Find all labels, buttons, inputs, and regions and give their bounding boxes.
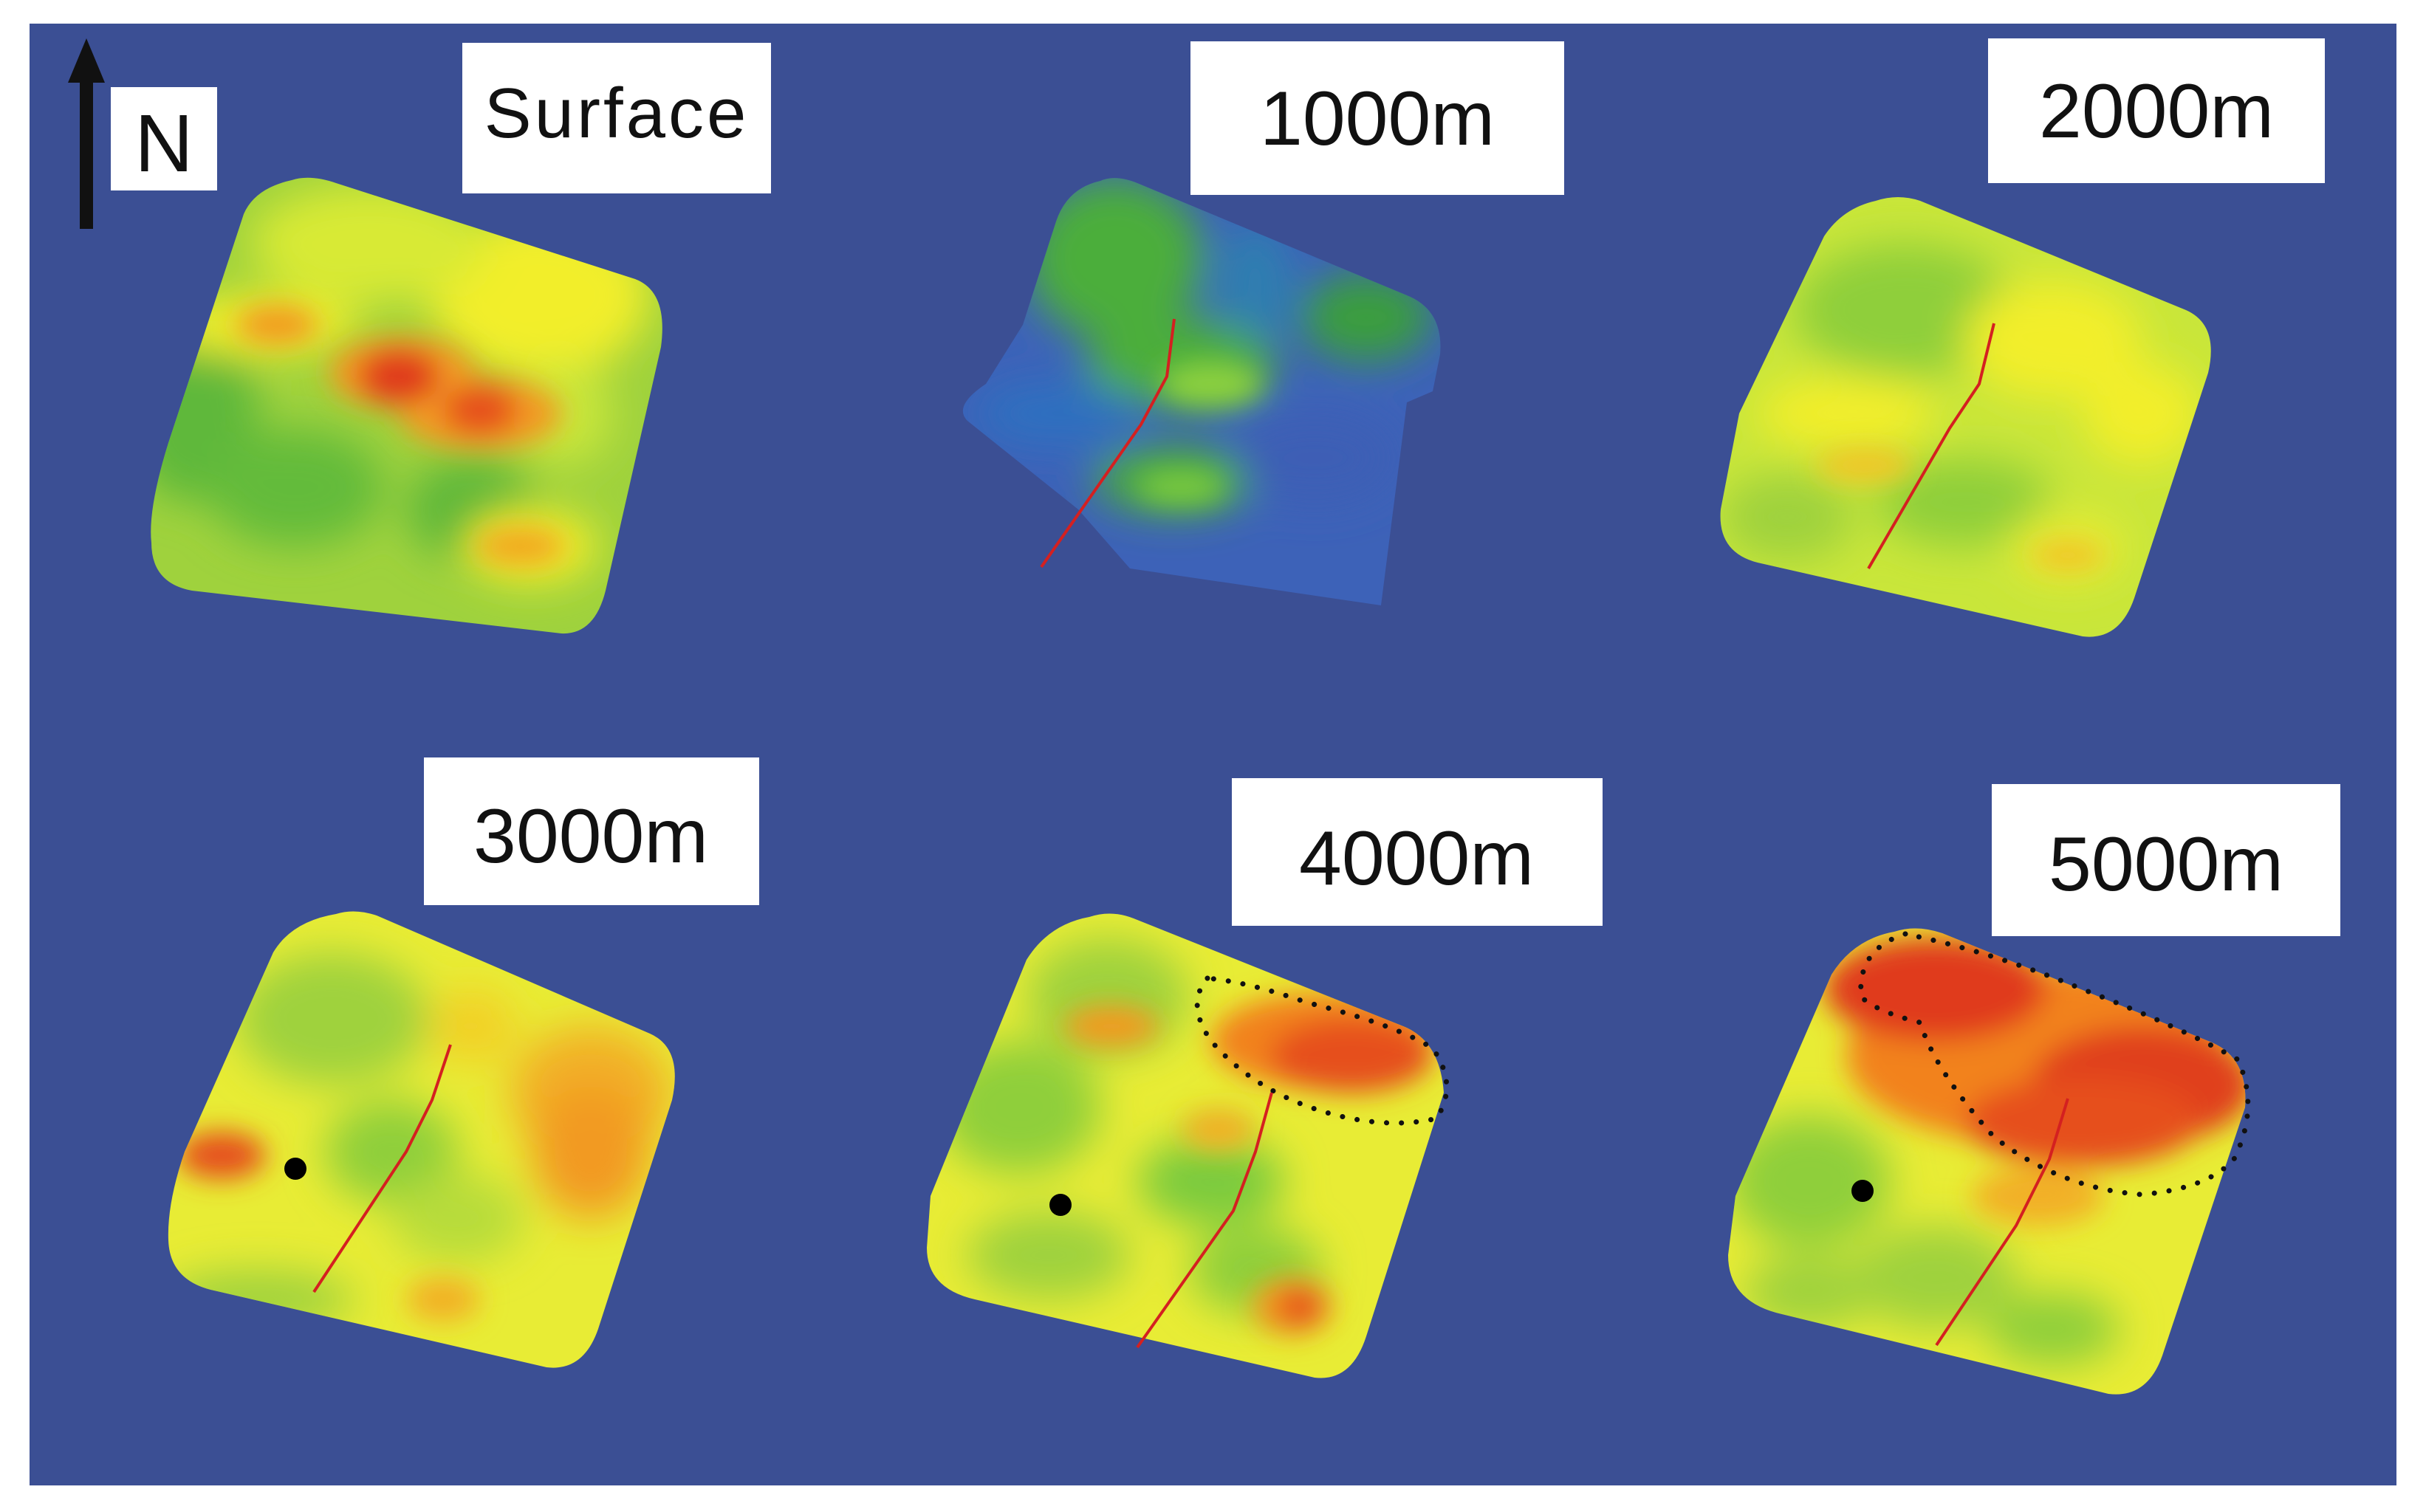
panel-1000m: 1000m: [962, 41, 1564, 606]
panel-label-1000m: 1000m: [1260, 76, 1495, 162]
fault-line-3000m: [312, 1044, 452, 1293]
dotted-boundary-5000m: [1858, 931, 2251, 1197]
panel-label-3000m: 3000m: [473, 794, 708, 879]
fault-line-4000m: [1136, 1092, 1273, 1349]
north-label: N: [134, 98, 193, 189]
fault-line-1000m: [1040, 318, 1176, 568]
panel-2000m: 2000m: [1720, 38, 2325, 637]
well-marker-3000m: [284, 1158, 306, 1180]
panel-4000m: 4000m: [927, 778, 1603, 1378]
panel-surface: Surface: [151, 43, 771, 634]
well-marker-4000m: [1049, 1194, 1072, 1216]
panel-label-2000m: 2000m: [2039, 69, 2274, 154]
north-arrow: N: [68, 38, 217, 229]
fault-line-2000m: [1867, 323, 1995, 570]
panel-label-5000m: 5000m: [2049, 822, 2283, 907]
2000m-slice-map: [1720, 197, 2211, 637]
panel-label-surface: Surface: [484, 74, 750, 153]
panel-label-4000m: 4000m: [1299, 816, 1534, 901]
well-marker-5000m: [1851, 1180, 1874, 1202]
5000m-slice-map: [1728, 928, 2246, 1395]
north-arrow-icon: [68, 38, 105, 83]
fault-line-5000m: [1935, 1098, 2069, 1347]
panel-5000m: 5000m: [1728, 784, 2340, 1395]
